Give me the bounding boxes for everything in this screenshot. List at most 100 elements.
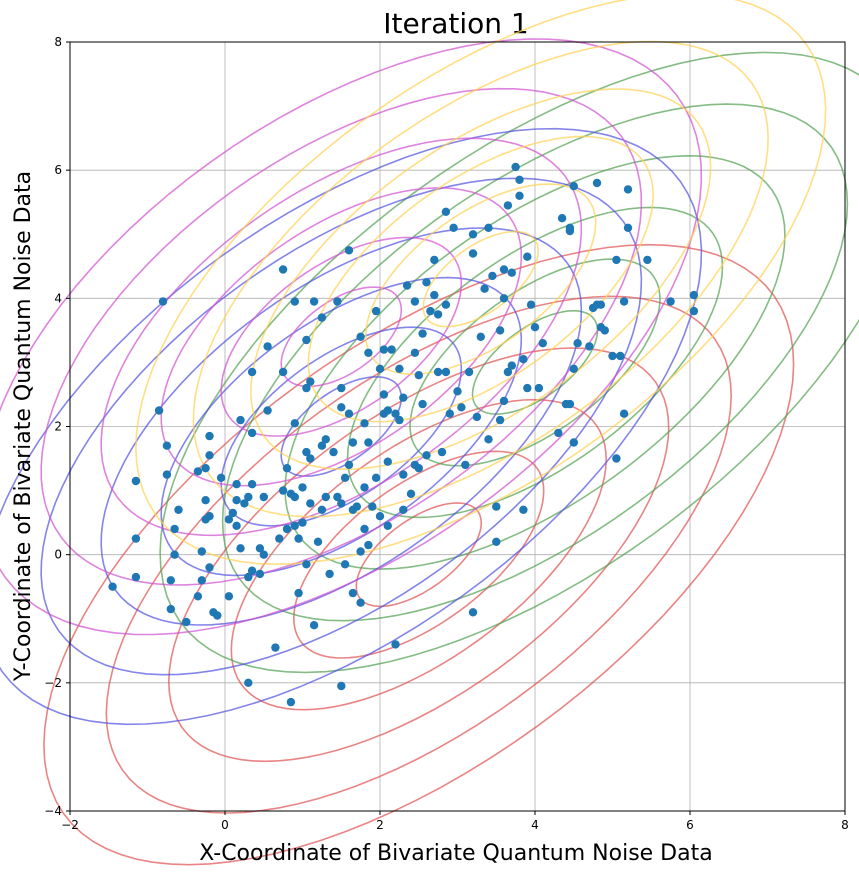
data-point	[689, 306, 699, 316]
data-point	[499, 265, 509, 274]
data-point	[205, 512, 214, 521]
contour-line	[160, 187, 523, 487]
data-point	[337, 681, 346, 691]
data-point	[476, 332, 485, 341]
data-point	[418, 329, 427, 338]
data-point	[352, 502, 361, 511]
contour-line	[307, 135, 655, 423]
contour-line	[135, 0, 827, 566]
data-point	[344, 409, 354, 418]
data-point	[468, 249, 478, 258]
data-point	[255, 544, 265, 553]
data-point	[259, 492, 268, 502]
data-point	[131, 534, 141, 543]
data-point	[294, 534, 303, 543]
data-point	[309, 297, 319, 306]
data-point	[302, 447, 311, 457]
data-point	[379, 390, 389, 399]
data-point	[565, 226, 575, 236]
data-point	[275, 534, 284, 543]
data-point	[519, 355, 528, 364]
x-tick-label: 2	[376, 818, 384, 832]
data-point	[247, 428, 257, 438]
data-point	[592, 178, 602, 188]
data-point	[201, 464, 210, 473]
data-point	[193, 592, 203, 601]
data-point	[360, 419, 369, 428]
contour-line	[160, 276, 523, 577]
data-point	[600, 326, 609, 335]
data-point	[197, 547, 206, 556]
data-point	[399, 505, 408, 514]
x-tick-label: 6	[686, 818, 694, 832]
data-point	[480, 284, 489, 293]
data-point	[569, 364, 578, 373]
data-point	[364, 348, 373, 357]
data-point	[162, 470, 172, 479]
data-point	[313, 537, 323, 546]
data-point	[612, 255, 621, 265]
data-point	[255, 569, 265, 579]
data-point	[375, 364, 385, 373]
data-point	[356, 598, 365, 607]
contour-line	[220, 236, 463, 437]
data-point	[232, 480, 241, 489]
data-point	[526, 300, 536, 309]
data-point	[247, 566, 257, 575]
data-point	[441, 207, 451, 216]
contour-line	[0, 127, 703, 726]
data-point	[298, 518, 307, 527]
data-point	[507, 361, 516, 370]
data-point	[333, 492, 342, 502]
data-point	[492, 502, 501, 511]
y-tick-label: 0	[54, 548, 62, 562]
contour-group-3	[0, 38, 703, 636]
data-point	[492, 537, 501, 546]
data-point	[360, 524, 369, 534]
data-point	[383, 406, 392, 415]
data-points	[108, 162, 699, 707]
x-axis-ticks: −2 0 2 4 6 8	[61, 811, 849, 832]
data-point	[402, 281, 412, 290]
x-tick-label: 4	[531, 818, 539, 832]
data-point	[162, 441, 172, 450]
data-point	[426, 306, 435, 316]
data-point	[430, 290, 439, 300]
data-point	[569, 182, 578, 191]
data-point	[643, 255, 652, 265]
data-point	[170, 524, 179, 534]
data-point	[193, 467, 203, 476]
data-point	[391, 409, 400, 418]
data-point	[534, 383, 544, 393]
y-tick-label: −4	[44, 804, 62, 818]
data-point	[290, 297, 299, 306]
contour-group-4	[135, 0, 827, 566]
data-point	[329, 447, 338, 457]
data-point	[278, 367, 288, 377]
data-point	[224, 515, 234, 524]
data-point	[302, 560, 311, 569]
data-point	[306, 454, 315, 463]
data-point	[530, 323, 540, 332]
chart-title: Iteration 1	[383, 7, 528, 40]
y-axis-ticks: −4 −2 0 2 4 6 8	[44, 35, 70, 818]
data-point	[364, 438, 373, 447]
data-point	[538, 339, 547, 348]
data-point	[216, 473, 226, 482]
data-point	[290, 419, 299, 428]
contour-line	[43, 243, 795, 866]
data-point	[565, 399, 575, 409]
data-point	[464, 367, 474, 377]
data-point	[383, 457, 392, 466]
data-point	[247, 367, 257, 377]
data-point	[457, 403, 466, 412]
data-point	[197, 576, 206, 585]
data-point	[108, 582, 117, 591]
data-point	[348, 438, 358, 447]
data-point	[182, 617, 191, 627]
data-point	[364, 540, 373, 550]
data-point	[259, 550, 268, 559]
data-point	[387, 345, 396, 354]
data-point	[422, 278, 431, 287]
